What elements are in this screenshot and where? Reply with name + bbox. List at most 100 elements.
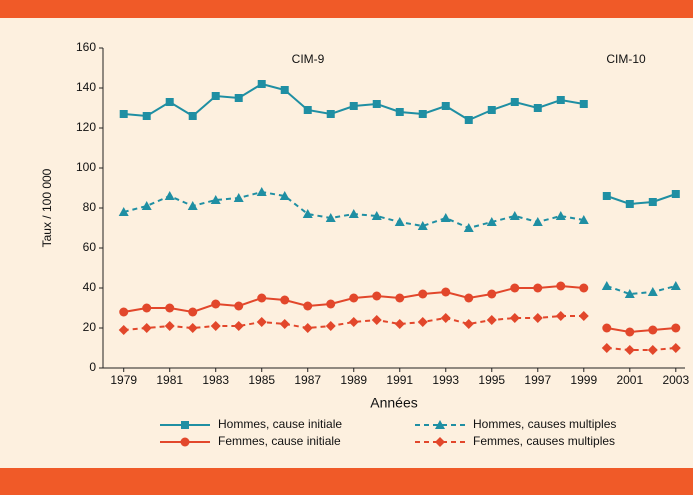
marker: [256, 317, 267, 327]
marker: [188, 307, 198, 317]
marker: [556, 281, 566, 291]
marker: [234, 94, 243, 102]
x-tick-label: 2001: [616, 373, 643, 387]
marker: [165, 98, 174, 106]
marker: [579, 283, 589, 293]
marker: [233, 193, 244, 202]
marker: [187, 323, 198, 333]
x-tick-label: 2003: [662, 373, 689, 387]
marker: [302, 209, 313, 218]
legend-label: Hommes, causes multiples: [473, 417, 616, 431]
y-tick-label: 60: [83, 240, 97, 254]
y-tick-label: 40: [83, 280, 97, 294]
marker: [435, 437, 445, 447]
marker: [435, 420, 445, 429]
marker: [257, 293, 267, 303]
marker: [486, 217, 497, 226]
marker: [464, 116, 473, 124]
y-tick-label: 140: [76, 80, 96, 94]
top-band: [0, 0, 693, 18]
marker: [349, 102, 358, 110]
marker: [624, 345, 635, 355]
marker: [579, 100, 588, 108]
marker: [303, 106, 312, 114]
x-tick-label: 1985: [248, 373, 275, 387]
y-tick-label: 100: [76, 160, 96, 174]
y-axis-label: Taux / 100 000: [40, 168, 54, 247]
marker: [670, 343, 681, 353]
x-tick-label: 1999: [570, 373, 597, 387]
x-tick-label: 1981: [156, 373, 183, 387]
legend-label: Hommes, cause initiale: [218, 417, 342, 431]
marker: [671, 190, 680, 198]
marker: [181, 421, 189, 429]
marker: [326, 299, 336, 309]
marker: [532, 313, 543, 323]
x-tick-label: 1997: [524, 373, 551, 387]
marker: [349, 293, 359, 303]
marker: [624, 289, 635, 298]
marker: [440, 213, 451, 222]
marker: [602, 192, 611, 200]
marker: [671, 323, 681, 333]
x-tick-label: 1979: [110, 373, 137, 387]
series-line: [606, 327, 676, 334]
annotation: CIM-10: [606, 52, 646, 66]
marker: [348, 209, 359, 218]
marker: [118, 207, 129, 216]
y-tick-label: 80: [83, 200, 97, 214]
marker: [395, 293, 405, 303]
marker: [142, 303, 152, 313]
x-tick-label: 1995: [478, 373, 505, 387]
marker: [180, 437, 190, 447]
marker: [510, 283, 520, 293]
marker: [555, 311, 566, 321]
series-line: [123, 315, 584, 331]
marker: [372, 291, 382, 301]
marker: [647, 287, 658, 296]
marker: [395, 108, 404, 116]
x-tick-label: 1991: [386, 373, 413, 387]
marker: [348, 317, 359, 327]
marker: [670, 281, 681, 290]
marker: [418, 289, 428, 299]
marker: [464, 293, 474, 303]
marker: [118, 325, 129, 335]
marker: [234, 301, 244, 311]
marker: [441, 102, 450, 110]
y-tick-label: 160: [76, 40, 96, 54]
marker: [601, 281, 612, 290]
marker: [394, 217, 405, 226]
series-line: [606, 193, 677, 206]
marker: [555, 211, 566, 220]
marker: [233, 321, 244, 331]
marker: [556, 96, 565, 104]
series-line: [606, 285, 677, 296]
marker: [279, 319, 290, 329]
marker: [211, 92, 220, 100]
marker: [578, 311, 589, 321]
x-tick-label: 1993: [432, 373, 459, 387]
marker: [325, 213, 336, 222]
y-tick-label: 20: [83, 320, 97, 334]
marker: [487, 289, 497, 299]
marker: [625, 200, 634, 208]
x-tick-label: 1987: [294, 373, 321, 387]
marker: [187, 201, 198, 210]
marker: [302, 323, 313, 333]
marker: [486, 315, 497, 325]
marker: [487, 106, 496, 114]
x-tick-label: 1983: [202, 373, 229, 387]
marker: [463, 223, 474, 232]
marker: [280, 86, 289, 94]
marker: [371, 211, 382, 220]
marker: [165, 303, 175, 313]
marker: [463, 319, 474, 329]
marker: [509, 313, 520, 323]
x-tick-label: 1989: [340, 373, 367, 387]
marker: [119, 110, 128, 118]
marker: [372, 100, 381, 108]
marker: [578, 215, 589, 224]
marker: [325, 321, 336, 331]
